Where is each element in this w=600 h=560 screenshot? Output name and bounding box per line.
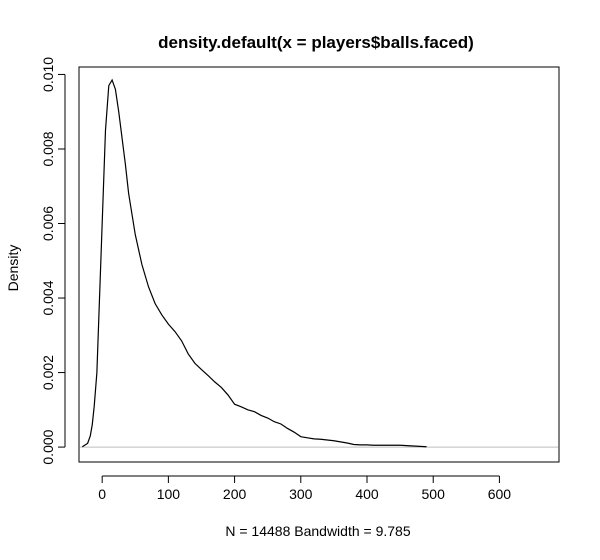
y-tick-label: 0.010 xyxy=(40,57,56,92)
y-tick-label: 0.000 xyxy=(40,429,56,464)
y-tick-label: 0.002 xyxy=(40,355,56,390)
x-axis-label: N = 14488 Bandwidth = 9.785 xyxy=(225,523,410,539)
chart-title: density.default(x = players$balls.faced) xyxy=(158,33,474,52)
y-tick-label: 0.008 xyxy=(40,131,56,166)
y-axis: 0.000 0.002 0.004 0.006 0.008 0.010 xyxy=(40,57,66,465)
plot-frame xyxy=(78,66,560,463)
y-tick-label: 0.004 xyxy=(40,280,56,315)
x-tick-label: 600 xyxy=(488,486,512,502)
x-tick-label: 300 xyxy=(289,486,313,502)
x-tick-label: 500 xyxy=(422,486,446,502)
x-tick-label: 400 xyxy=(355,486,379,502)
y-axis-label: Density xyxy=(5,245,21,292)
density-curve xyxy=(81,78,427,448)
x-tick-label: 0 xyxy=(98,486,106,502)
y-tick-label: 0.006 xyxy=(40,206,56,241)
x-axis: 0 100 200 300 400 500 600 xyxy=(98,475,512,502)
x-tick-label: 100 xyxy=(157,486,181,502)
x-tick-label: 200 xyxy=(223,486,247,502)
